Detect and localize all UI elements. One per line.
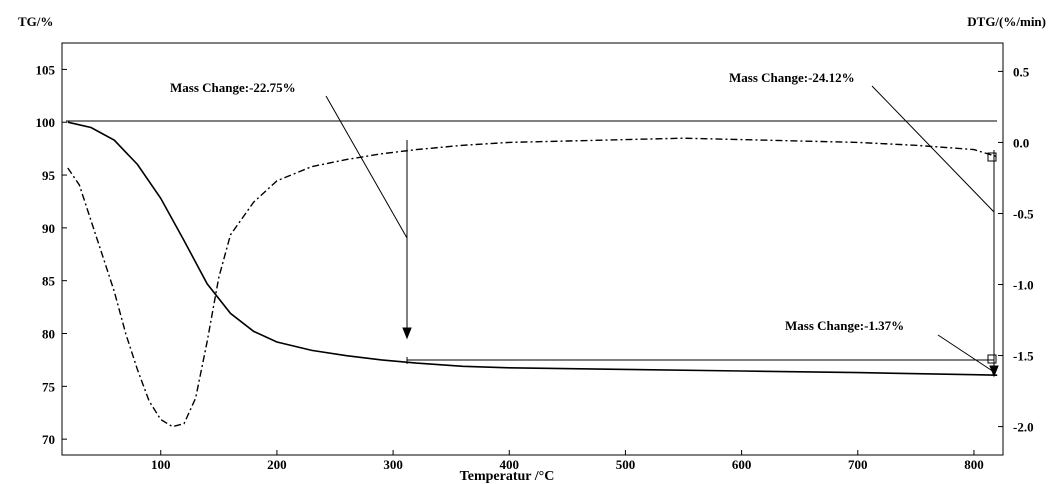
data-series xyxy=(67,121,998,428)
axis-ticks: 100 200 300 400 500 600 700 800 70 75 80 85 90 95 100 1… xyxy=(36,62,1035,472)
annotation-mass-change-1: Mass Change:-22.75% xyxy=(170,80,296,95)
y-left-tick-label: 85 xyxy=(42,274,56,289)
y-left-tick-label: 75 xyxy=(42,379,56,394)
annotation-mass-change-3: Mass Change:-1.37% xyxy=(785,318,904,333)
plot-frame xyxy=(61,42,1004,456)
x-tick-label: 100 xyxy=(151,457,171,472)
x-tick-label: 700 xyxy=(848,457,868,472)
y-right-tick-label: -1.0 xyxy=(1013,278,1034,293)
x-tick-label: 200 xyxy=(267,457,287,472)
x-tick-label: 600 xyxy=(732,457,752,472)
annotation-mass-change-2: Mass Change:-24.12% xyxy=(729,70,855,85)
leader-line-2 xyxy=(871,85,995,213)
x-tick-label: 800 xyxy=(964,457,984,472)
dtg-curve xyxy=(67,137,998,428)
y-left-tick-label: 90 xyxy=(42,221,55,236)
y-right-tick-label: -2.0 xyxy=(1013,420,1034,435)
x-axis-label: Temperatur /°C xyxy=(460,469,555,484)
y-left-tick-label: 80 xyxy=(42,327,55,342)
leader-line-1 xyxy=(325,95,408,239)
y-right-tick-label: 0.5 xyxy=(1013,64,1030,79)
right-axis-label: DTG/(%/min) xyxy=(967,14,1046,29)
y-right-tick-label: 0.0 xyxy=(1013,135,1029,150)
end-marker-top xyxy=(987,152,997,162)
step-arrow-1-head xyxy=(402,327,412,340)
step-markers xyxy=(325,85,999,378)
end-marker-bottom xyxy=(987,354,997,364)
left-axis-label: TG/% xyxy=(18,14,53,29)
leader-line-3 xyxy=(937,334,995,373)
x-tick-label: 500 xyxy=(616,457,636,472)
y-left-tick-label: 95 xyxy=(42,168,56,183)
y-right-tick-label: -0.5 xyxy=(1013,206,1034,221)
y-left-tick-label: 100 xyxy=(36,115,56,130)
x-tick-label: 300 xyxy=(383,457,403,472)
y-right-tick-label: -1.5 xyxy=(1013,349,1034,364)
x-tick-label: 400 xyxy=(500,457,520,472)
tg-curve xyxy=(67,121,998,376)
y-left-tick-label: 70 xyxy=(42,432,55,447)
y-left-tick-label: 105 xyxy=(36,62,56,77)
